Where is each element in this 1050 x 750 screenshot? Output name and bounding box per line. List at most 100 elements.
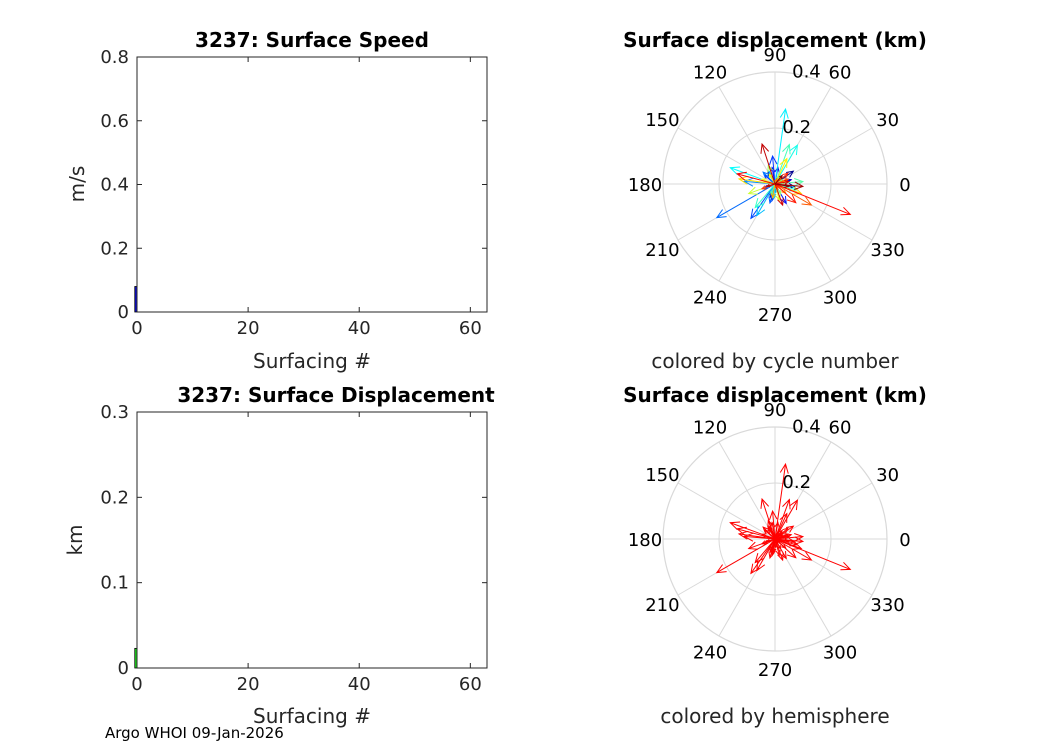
polar-cycle-chart: Surface displacement (km) 0 30 60 90 120 150 1…	[623, 28, 927, 373]
y-tick-label: 0.2	[100, 487, 129, 508]
vector-arrowhead	[786, 170, 795, 178]
angle-label: 30	[876, 110, 899, 131]
vector-arrowhead	[794, 533, 805, 542]
vector-arrowhead	[782, 527, 789, 534]
spoke	[677, 482, 776, 540]
angle-label: 210	[645, 595, 679, 616]
vector-arrowhead	[792, 186, 803, 195]
vector-arrowhead	[715, 209, 727, 219]
displacement-vector	[774, 536, 789, 540]
displacement-vector	[774, 183, 797, 204]
vector-arrowhead	[735, 171, 747, 181]
displacement-ylabel: km	[63, 524, 87, 555]
speed-chart: 3237: Surface Speed 0 20 40 60 0 0.2 0.4 0.6 0.8…	[65, 28, 488, 373]
angle-label: 0	[899, 530, 910, 551]
angle-label: 90	[764, 400, 787, 421]
vector-arrowhead	[778, 529, 783, 535]
plot-area	[137, 57, 487, 312]
vector-arrowhead	[784, 183, 790, 189]
spoke	[718, 441, 776, 540]
vector-arrowhead	[769, 509, 778, 520]
displacement-vector	[774, 175, 783, 185]
vector-arrowhead	[782, 143, 791, 155]
vector-arrowhead	[779, 551, 787, 560]
vector-arrowhead	[768, 551, 775, 560]
displacement-vector	[772, 156, 776, 185]
displacement-vector	[737, 528, 776, 540]
displacement-vector	[762, 526, 776, 540]
displacement-vector	[774, 538, 851, 570]
displacement-vector	[772, 183, 776, 198]
vector-arrowhead	[777, 189, 782, 195]
vector-arrowhead	[779, 107, 789, 119]
spoke	[677, 127, 776, 185]
vector-arrowhead	[756, 205, 766, 217]
footer-stamp: Argo WHOI 09-Jan-2026	[105, 724, 284, 742]
vector-arrowhead	[767, 519, 774, 528]
displacement-vector	[754, 183, 776, 208]
displacement-vector	[766, 183, 776, 187]
x-tick-label: 60	[459, 318, 482, 339]
vector-arrowhead	[770, 190, 775, 196]
angle-label: 270	[758, 660, 792, 681]
displacement-vector	[754, 538, 776, 563]
x-tick-label: 20	[237, 674, 260, 695]
displacement-title: 3237: Surface Displacement	[177, 383, 495, 407]
displacement-vector	[774, 109, 787, 185]
vector-arrowhead	[715, 564, 727, 574]
vector-arrowhead	[794, 178, 805, 187]
r-tick-label: 0.2	[782, 472, 811, 493]
displacement-vector	[774, 499, 798, 540]
plot-area	[137, 412, 487, 668]
vector-arrowhead	[782, 172, 789, 179]
angle-label: 180	[628, 530, 662, 551]
vector-arrowhead	[801, 551, 813, 561]
angle-label: 210	[645, 240, 679, 261]
displacement-vector	[716, 183, 776, 219]
displacement-vector	[774, 183, 851, 215]
displacement-vector	[756, 183, 776, 216]
angle-label: 120	[693, 417, 727, 438]
x-tick-label: 40	[348, 318, 371, 339]
vector-arrowhead	[737, 175, 749, 185]
axes-box	[136, 411, 488, 669]
vector-arrowhead	[754, 552, 765, 564]
vector-arrowhead	[840, 206, 852, 216]
angle-label: 270	[758, 305, 792, 326]
displacement-vector	[774, 538, 789, 542]
displacement-vector	[716, 538, 776, 574]
polar-hemisphere-title: Surface displacement (km)	[623, 383, 927, 407]
displacement-vector	[774, 181, 789, 185]
displacement-vector	[774, 144, 790, 185]
vector-arrowhead	[778, 174, 783, 180]
vector-arrowhead	[768, 528, 773, 534]
angle-label: 150	[645, 110, 679, 131]
angle-label: 240	[693, 643, 727, 664]
vector-arrowhead	[756, 560, 766, 572]
x-tick-label: 60	[459, 674, 482, 695]
angle-label: 60	[829, 62, 852, 83]
vector-arrowhead	[770, 545, 775, 551]
vector-arrowhead	[743, 532, 754, 542]
vector-arrowhead	[729, 521, 741, 530]
vector-arrowhead	[762, 526, 769, 533]
speed-ylabel: m/s	[65, 166, 89, 203]
vector-arrowhead	[747, 186, 758, 195]
x-tick-label: 20	[237, 318, 260, 339]
displacement-vector	[774, 183, 812, 206]
vector-arrowhead	[789, 499, 799, 511]
vector-arrowhead	[747, 541, 758, 550]
vector-arrowhead	[777, 197, 784, 207]
displacement-vector	[766, 538, 776, 542]
vector-arrowhead	[794, 536, 805, 545]
displacement-vector	[774, 538, 812, 561]
polar-cycle-caption: colored by cycle number	[651, 349, 899, 373]
r-tick-label: 0.4	[792, 62, 821, 83]
angle-label: 0	[899, 175, 910, 196]
vector-arrowhead	[784, 538, 790, 544]
r-tick-label: 0.2	[782, 117, 811, 138]
vector-arrowhead	[786, 525, 795, 533]
angle-label: 150	[645, 465, 679, 486]
vector-arrowhead	[735, 526, 747, 536]
